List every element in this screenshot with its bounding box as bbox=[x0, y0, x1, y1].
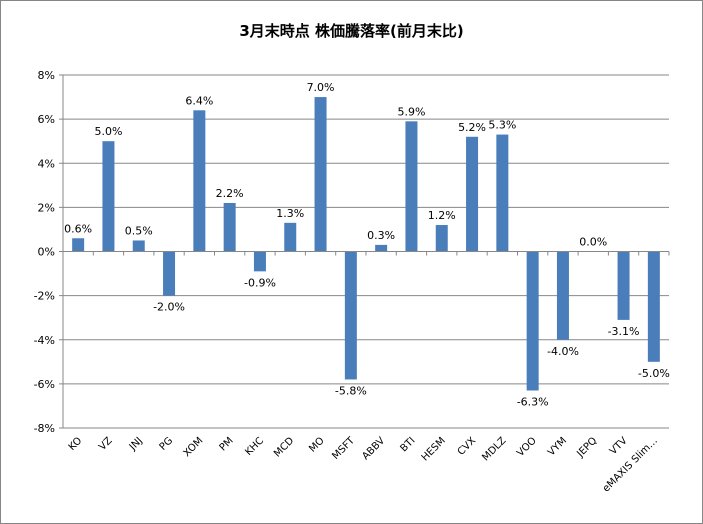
data-label: 5.3% bbox=[488, 119, 516, 132]
category-label: eMAXIS Slim… bbox=[601, 435, 660, 494]
category-label: MO bbox=[307, 435, 327, 455]
bars bbox=[72, 97, 660, 391]
data-label: 5.0% bbox=[94, 125, 122, 138]
y-tick-labels: -8% -6% -4% -2% 0% 2% 4% 6% 8% bbox=[34, 69, 55, 435]
category-label: XOM bbox=[182, 435, 206, 459]
y-tick-label: -2% bbox=[34, 290, 55, 303]
bar bbox=[375, 244, 388, 252]
chart-title: 3月末時点 株価騰落率(前月末比) bbox=[239, 22, 464, 40]
data-label: 0.6% bbox=[64, 222, 92, 235]
data-label: -6.3% bbox=[517, 395, 549, 408]
bar bbox=[253, 251, 266, 272]
category-label: VZ bbox=[97, 435, 115, 453]
data-label: 0.5% bbox=[125, 224, 153, 237]
data-label: 7.0% bbox=[307, 81, 335, 94]
category-label: ABBV bbox=[360, 435, 387, 462]
bar bbox=[314, 97, 327, 252]
bar bbox=[617, 251, 630, 320]
data-labels: 0.6% 5.0% 0.5% -2.0% 6.4% 2.2% -0.9% 1.3% 7.0% -5… bbox=[64, 81, 670, 408]
bar bbox=[435, 225, 448, 252]
data-label: -5.8% bbox=[335, 384, 367, 397]
category-label: MCD bbox=[272, 435, 296, 459]
y-tick-label: 2% bbox=[38, 201, 55, 214]
bar bbox=[647, 251, 660, 362]
data-label: 1.2% bbox=[428, 209, 456, 222]
y-tick-label: 8% bbox=[38, 69, 55, 82]
category-labels: KO VZ JNJ PG XOM PM KHC MCD MO MSFT ABBV BTI HESM CVX… bbox=[67, 435, 660, 495]
category-label: HESM bbox=[420, 435, 448, 463]
category-label: JEPQ bbox=[575, 435, 600, 460]
bar bbox=[284, 222, 297, 252]
y-tick-label: 6% bbox=[38, 113, 55, 126]
data-label: -2.0% bbox=[153, 301, 185, 314]
y-tick-label: 0% bbox=[38, 246, 55, 259]
data-label: -0.9% bbox=[244, 276, 276, 289]
category-label: MDLZ bbox=[480, 435, 508, 463]
data-label: 0.3% bbox=[367, 229, 395, 242]
bar bbox=[72, 238, 85, 252]
data-label: 2.2% bbox=[216, 187, 244, 200]
data-label: -4.0% bbox=[547, 345, 579, 358]
category-label: VTV bbox=[608, 435, 630, 457]
category-label: CVX bbox=[456, 435, 479, 458]
category-label: KO bbox=[67, 435, 85, 453]
category-label: PG bbox=[158, 435, 176, 453]
y-tick-label: -8% bbox=[34, 422, 55, 435]
bar bbox=[193, 110, 206, 252]
data-label: 5.9% bbox=[397, 105, 425, 118]
bar bbox=[496, 134, 509, 252]
data-label: 6.4% bbox=[185, 94, 213, 107]
bar bbox=[223, 202, 236, 252]
category-label: BTI bbox=[399, 435, 418, 454]
category-label: VOO bbox=[515, 435, 539, 459]
category-label: MSFT bbox=[330, 435, 357, 462]
bar bbox=[132, 240, 145, 252]
bar bbox=[102, 141, 115, 252]
data-label: -3.1% bbox=[608, 325, 640, 338]
data-label: 1.3% bbox=[276, 207, 304, 220]
category-label: VYM bbox=[546, 435, 569, 458]
y-tick-label: 4% bbox=[38, 157, 55, 170]
data-label: 0.0% bbox=[579, 236, 607, 249]
category-label: PM bbox=[218, 435, 236, 453]
bar bbox=[466, 136, 479, 252]
y-tick-label: -6% bbox=[34, 378, 55, 391]
category-label: KHC bbox=[243, 435, 266, 458]
data-label: 5.2% bbox=[458, 121, 486, 134]
y-tick-label: -4% bbox=[34, 334, 55, 347]
bar bbox=[344, 251, 357, 380]
category-label: JNJ bbox=[127, 435, 145, 453]
bar bbox=[405, 121, 418, 252]
bar bbox=[556, 251, 569, 340]
data-label: -5.0% bbox=[638, 367, 670, 380]
bar bbox=[526, 251, 539, 391]
bar bbox=[163, 251, 176, 296]
